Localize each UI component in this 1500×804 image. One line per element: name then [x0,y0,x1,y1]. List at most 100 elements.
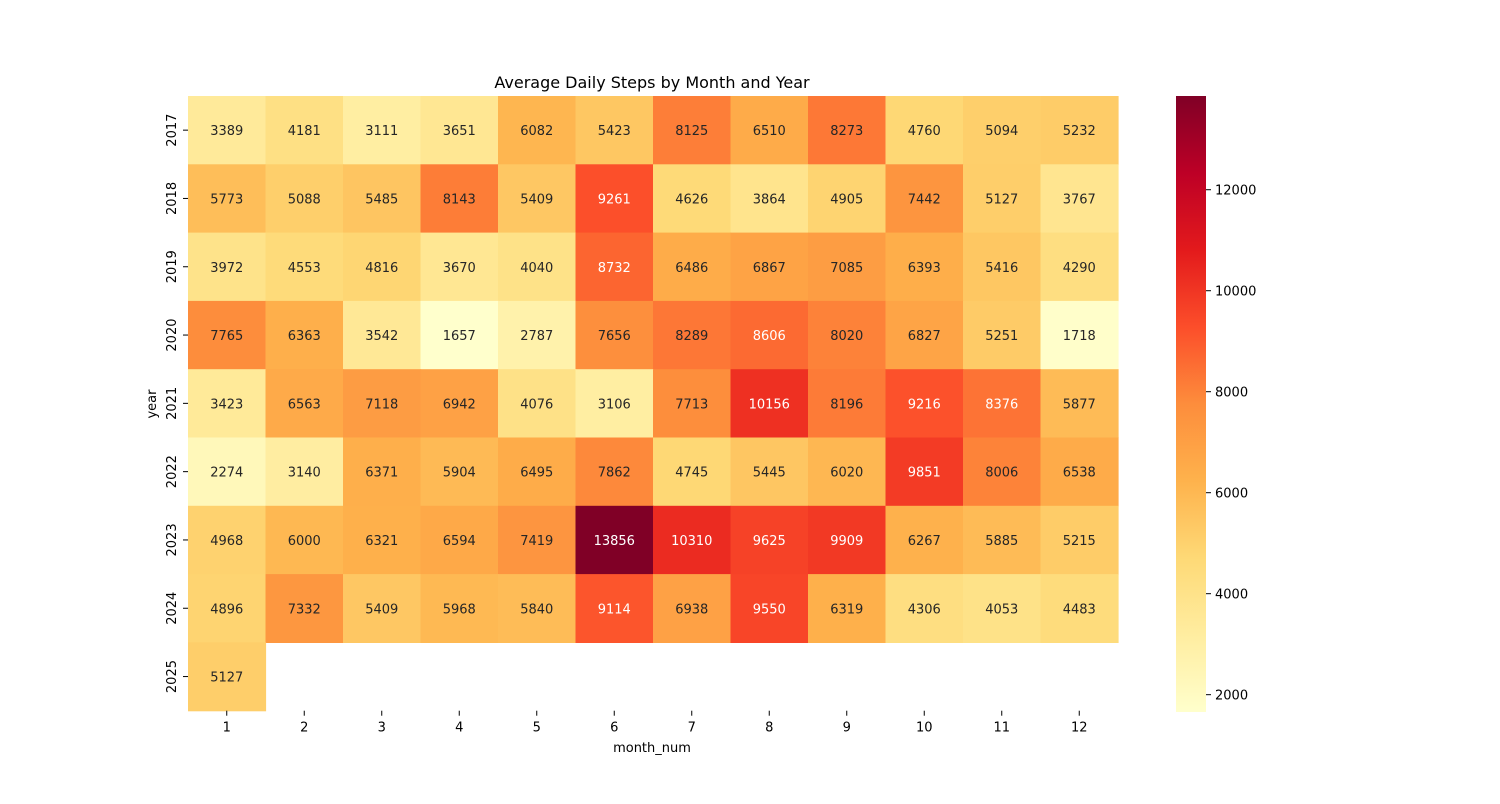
cell-value-label: 5904 [443,466,476,481]
cell-value-label: 8376 [985,397,1018,412]
heatmap-cell [730,574,809,643]
heatmap-cell [420,232,499,302]
y-tick-label: 2019 [165,250,180,283]
cell-value-label: 4745 [675,466,708,481]
cell-value-label: 10156 [749,397,790,412]
cell-value-label: 4306 [908,602,941,617]
cell-value-label: 3651 [443,124,476,139]
cell-value-label: 3972 [210,261,243,276]
y-tick-label: 2020 [165,319,180,352]
colorbar-tick-label: 8000 [1215,386,1248,401]
heatmap-cell [730,369,809,439]
chart-title: Average Daily Steps by Month and Year [494,73,810,92]
heatmap-cell [265,369,344,439]
heatmap-cell [730,96,809,165]
heatmap-cell [885,96,964,165]
cell-value-label: 4181 [288,124,321,139]
cell-value-label: 5215 [1063,534,1096,549]
cell-value-label: 6486 [675,261,708,276]
x-tick-label: 7 [688,721,696,736]
heatmap-cell [188,642,267,712]
heatmap-cell [265,505,344,575]
x-tick-label: 3 [378,721,386,736]
cell-value-label: 3864 [753,192,786,207]
heatmap-cell [188,300,267,370]
x-tick-label: 8 [765,721,773,736]
heatmap-cell [420,437,499,507]
cell-value-label: 5251 [985,329,1018,344]
heatmap-cell [420,96,499,165]
heatmap-cell [1040,232,1119,302]
cell-value-label: 3542 [365,329,398,344]
heatmap-cell [653,369,732,439]
cell-value-label: 4290 [1063,261,1096,276]
heatmap-cell [808,437,887,507]
cell-value-label: 3767 [1063,192,1096,207]
cell-value-label: 9550 [753,602,786,617]
x-tick-label: 12 [1071,721,1088,736]
heatmap-cell [420,164,499,234]
heatmap-cell [963,96,1042,165]
cell-value-label: 5485 [365,192,398,207]
cell-value-label: 8606 [753,329,786,344]
heatmap-cell [885,300,964,370]
cell-value-label: 2274 [210,466,243,481]
cell-value-label: 8020 [830,329,863,344]
cell-value-label: 6020 [830,466,863,481]
heatmap-cell [575,164,654,234]
heatmap-cell [885,369,964,439]
cell-value-label: 6319 [830,602,863,617]
heatmap-cell [730,164,809,234]
x-tick-label: 11 [993,721,1010,736]
heatmap-cell [963,437,1042,507]
y-tick-label: 2021 [165,387,180,420]
x-tick-label: 4 [455,721,463,736]
heatmap-cell [498,574,577,643]
cell-value-label: 6942 [443,397,476,412]
colorbar-gradient [1176,96,1206,712]
cell-value-label: 7332 [288,602,321,617]
heatmap-cell [575,96,654,165]
heatmap-cell [1040,574,1119,643]
cell-value-label: 3389 [210,124,243,139]
heatmap-cell [653,300,732,370]
y-tick-label: 2017 [165,114,180,147]
cell-value-label: 6495 [520,466,553,481]
cell-value-label: 9909 [830,534,863,549]
cell-value-label: 7419 [520,534,553,549]
x-tick-label: 9 [843,721,851,736]
heatmap-cell [1040,164,1119,234]
heatmap-cell [730,300,809,370]
heatmap-cell [730,437,809,507]
heatmap-cell [808,574,887,643]
heatmap-cell [808,300,887,370]
heatmap-cell [498,505,577,575]
cell-value-label: 4968 [210,534,243,549]
cell-value-label: 8732 [598,261,631,276]
heatmap-cell [653,232,732,302]
heatmap-cell [498,437,577,507]
cell-value-label: 3140 [288,466,321,481]
cell-value-label: 8289 [675,329,708,344]
heatmap-cell [343,574,422,643]
cell-value-label: 4896 [210,602,243,617]
cell-value-label: 4076 [520,397,553,412]
y-tick-label: 2025 [165,660,180,693]
heatmap-cell [653,505,732,575]
cell-value-label: 6393 [908,261,941,276]
cell-value-label: 4483 [1063,602,1096,617]
heatmap-cell [343,96,422,165]
cell-value-label: 4053 [985,602,1018,617]
cell-value-label: 9851 [908,466,941,481]
heatmap-cell [420,369,499,439]
heatmap-cell [808,232,887,302]
heatmap-cell [1040,505,1119,575]
heatmap-cell [420,574,499,643]
heatmap-cell [343,437,422,507]
cell-value-label: 7862 [598,466,631,481]
cell-value-label: 6510 [753,124,786,139]
cell-value-label: 7118 [365,397,398,412]
cell-value-label: 3111 [365,124,398,139]
